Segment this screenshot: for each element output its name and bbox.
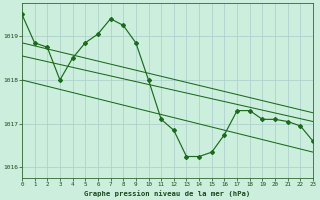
X-axis label: Graphe pression niveau de la mer (hPa): Graphe pression niveau de la mer (hPa) <box>84 190 251 197</box>
